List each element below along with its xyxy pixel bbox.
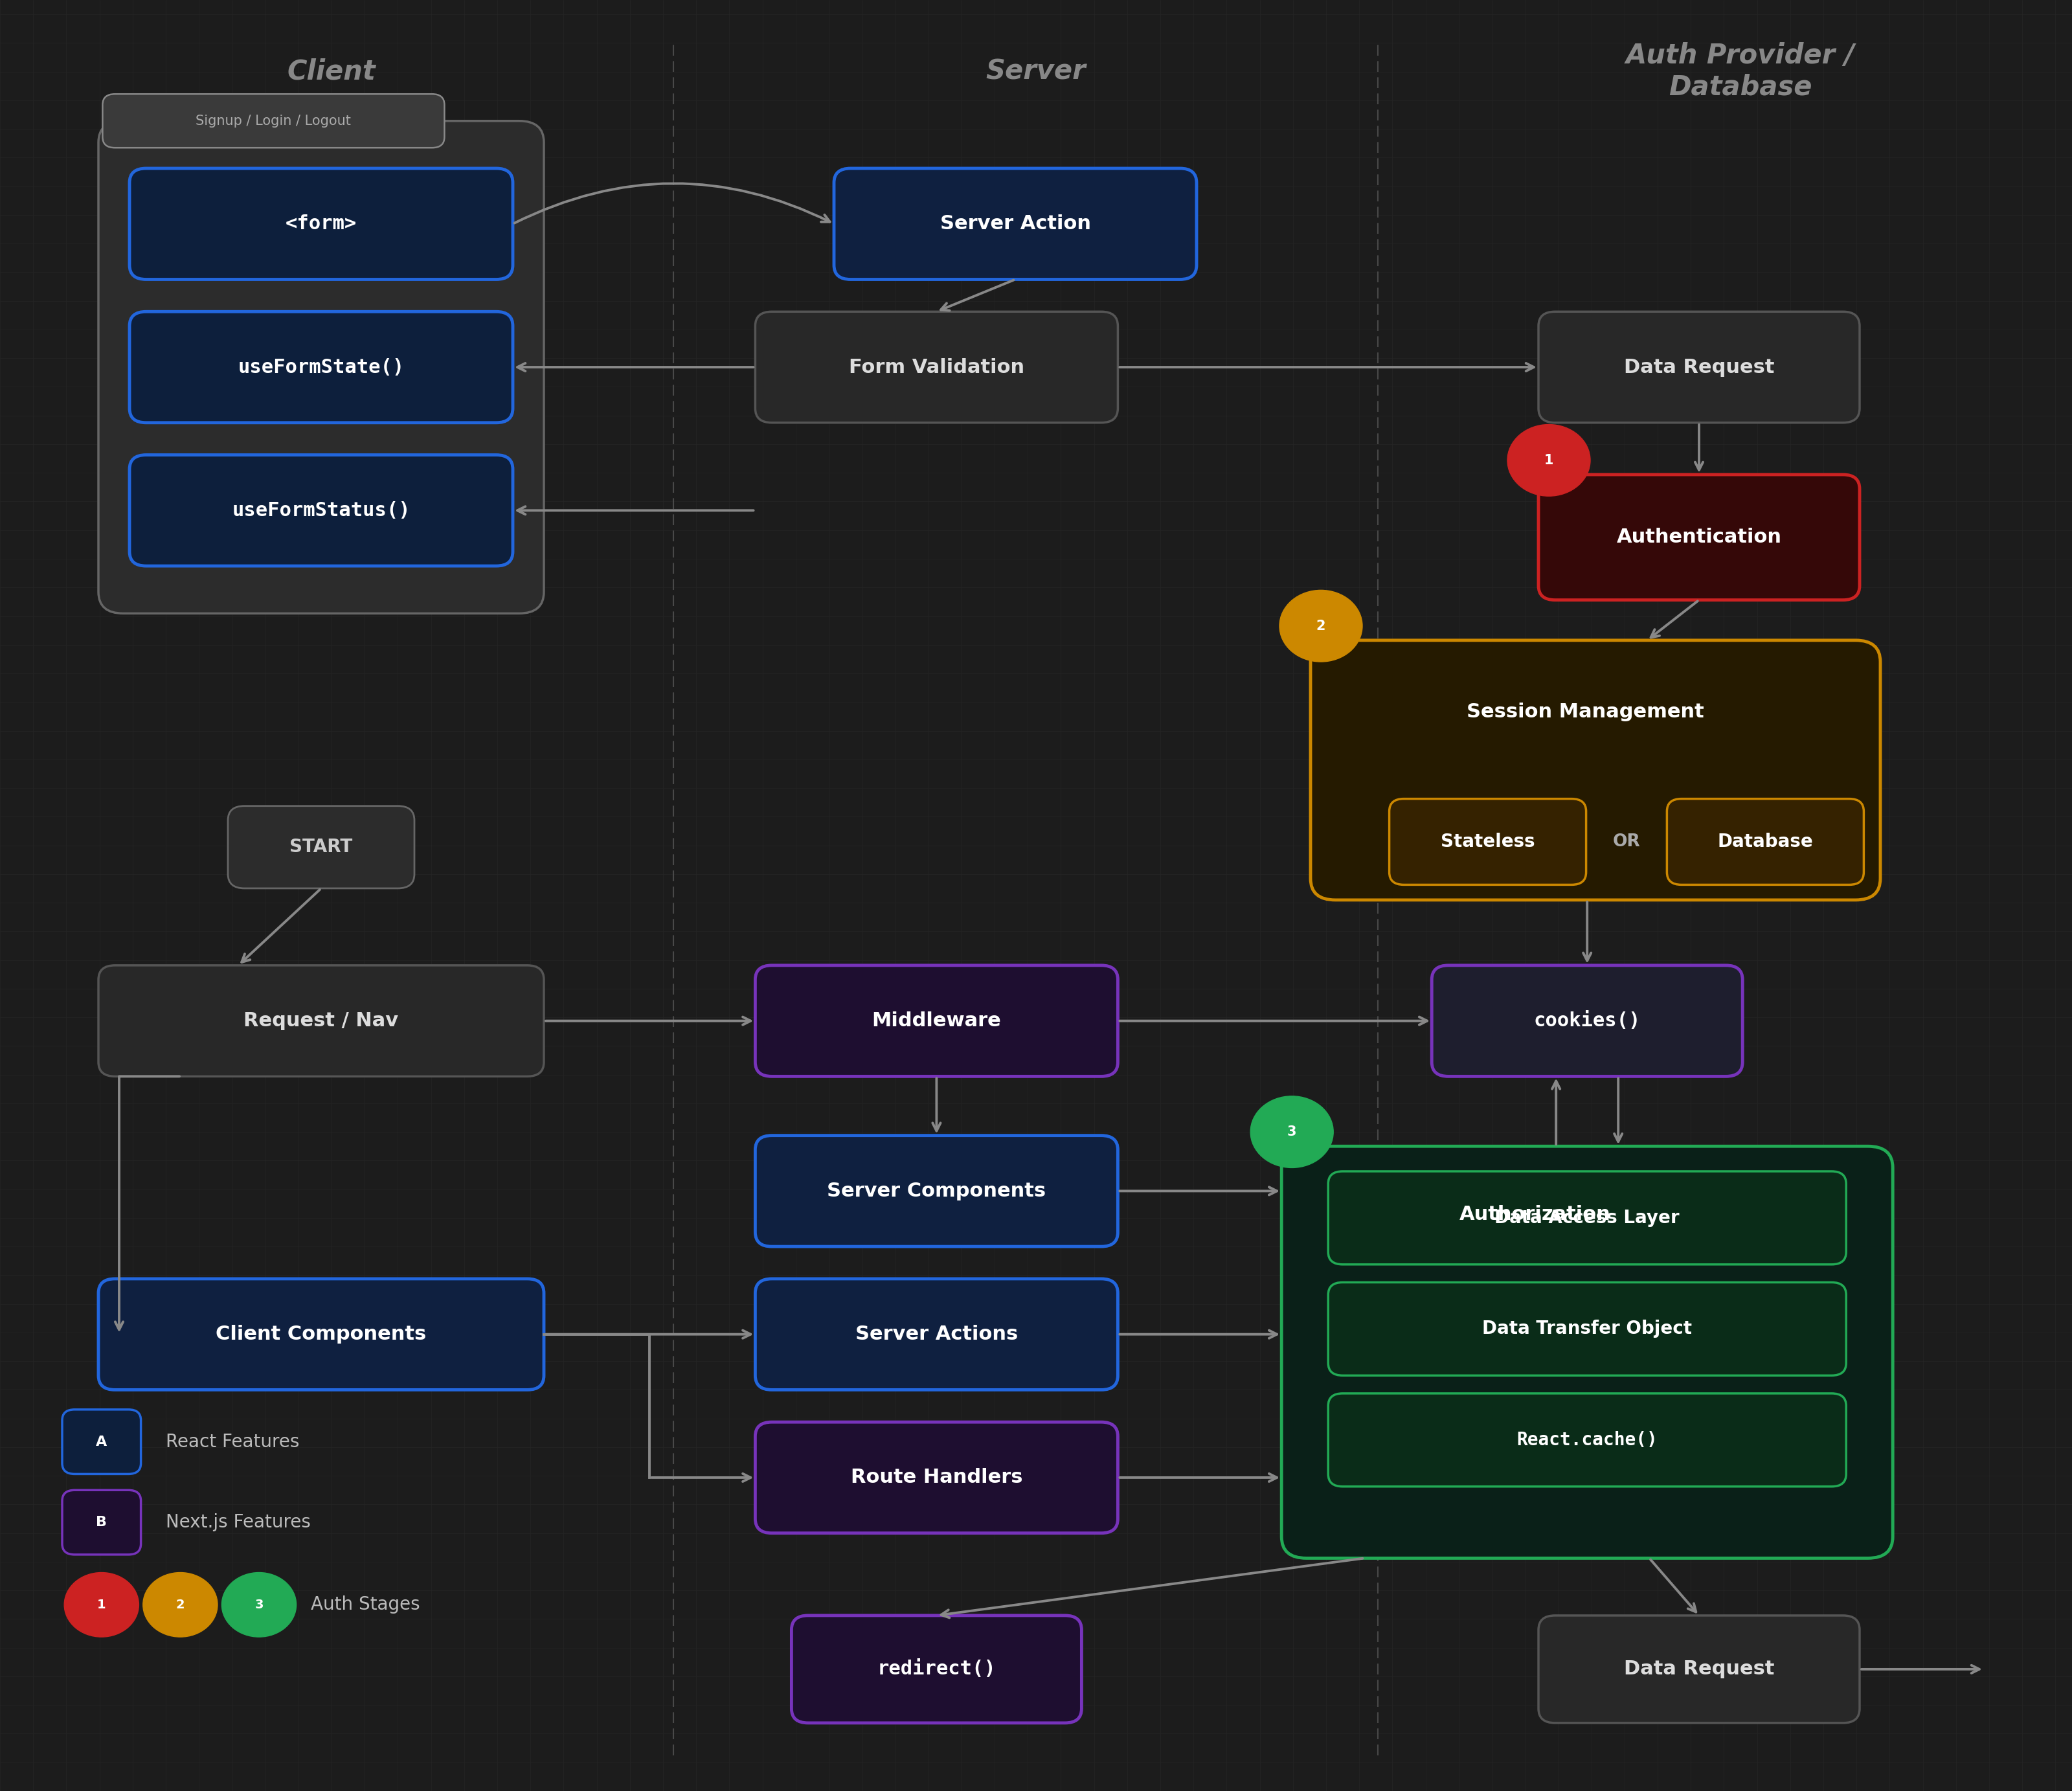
Text: 1: 1: [97, 1599, 106, 1610]
Text: 1: 1: [1544, 453, 1554, 467]
FancyBboxPatch shape: [1666, 799, 1865, 885]
FancyBboxPatch shape: [128, 455, 514, 566]
Text: useFormStatus(): useFormStatus(): [232, 501, 410, 519]
Text: Server Action: Server Action: [941, 215, 1090, 233]
Text: Server Components: Server Components: [827, 1182, 1046, 1200]
FancyBboxPatch shape: [1312, 641, 1881, 901]
FancyBboxPatch shape: [756, 1135, 1119, 1247]
FancyBboxPatch shape: [833, 168, 1196, 279]
Text: Auth Stages: Auth Stages: [311, 1596, 421, 1614]
Text: 3: 3: [1287, 1125, 1297, 1139]
Text: Auth Provider /
Database: Auth Provider / Database: [1627, 43, 1854, 100]
FancyBboxPatch shape: [1537, 475, 1861, 600]
FancyBboxPatch shape: [1328, 1282, 1846, 1375]
FancyBboxPatch shape: [62, 1410, 141, 1474]
Text: <form>: <form>: [286, 215, 356, 233]
FancyBboxPatch shape: [1280, 1146, 1894, 1558]
Text: Request / Nav: Request / Nav: [244, 1012, 398, 1030]
Text: Next.js Features: Next.js Features: [166, 1513, 311, 1531]
FancyBboxPatch shape: [228, 806, 414, 888]
FancyBboxPatch shape: [1328, 1393, 1846, 1487]
FancyBboxPatch shape: [62, 1490, 141, 1555]
Text: 3: 3: [255, 1599, 263, 1610]
FancyBboxPatch shape: [756, 1422, 1119, 1533]
Text: Data Request: Data Request: [1624, 1660, 1774, 1678]
Text: Server Actions: Server Actions: [856, 1325, 1017, 1343]
Text: Authorization: Authorization: [1459, 1205, 1612, 1223]
Text: Data Access Layer: Data Access Layer: [1494, 1209, 1680, 1227]
Text: useFormState(): useFormState(): [238, 358, 404, 376]
Text: React Features: React Features: [166, 1433, 298, 1451]
FancyBboxPatch shape: [1432, 965, 1743, 1076]
Text: Signup / Login / Logout: Signup / Login / Logout: [197, 115, 350, 127]
Circle shape: [222, 1572, 296, 1637]
FancyBboxPatch shape: [99, 1279, 543, 1390]
FancyBboxPatch shape: [99, 122, 543, 613]
Text: cookies(): cookies(): [1533, 1012, 1641, 1030]
Text: 2: 2: [1316, 620, 1326, 632]
Circle shape: [1508, 424, 1591, 496]
FancyBboxPatch shape: [756, 965, 1119, 1076]
Circle shape: [143, 1572, 218, 1637]
Text: Database: Database: [1718, 833, 1813, 851]
Text: Form Validation: Form Validation: [850, 358, 1024, 376]
Text: A: A: [95, 1435, 108, 1449]
Text: Middleware: Middleware: [872, 1012, 1001, 1030]
Text: B: B: [95, 1515, 108, 1530]
Circle shape: [1251, 1096, 1334, 1168]
FancyBboxPatch shape: [99, 965, 543, 1076]
Text: React.cache(): React.cache(): [1517, 1431, 1658, 1449]
FancyBboxPatch shape: [756, 1279, 1119, 1390]
FancyBboxPatch shape: [1328, 1171, 1846, 1264]
Text: Data Transfer Object: Data Transfer Object: [1481, 1320, 1693, 1338]
Circle shape: [64, 1572, 139, 1637]
FancyBboxPatch shape: [1537, 1615, 1861, 1723]
Text: redirect(): redirect(): [876, 1660, 997, 1678]
FancyBboxPatch shape: [104, 93, 445, 147]
FancyBboxPatch shape: [1537, 312, 1861, 423]
Text: START: START: [290, 838, 352, 856]
Text: Stateless: Stateless: [1440, 833, 1535, 851]
FancyBboxPatch shape: [128, 312, 514, 423]
Text: Route Handlers: Route Handlers: [852, 1469, 1021, 1487]
FancyBboxPatch shape: [1388, 799, 1587, 885]
FancyBboxPatch shape: [128, 168, 514, 279]
Text: Session Management: Session Management: [1467, 702, 1703, 722]
Text: Client Components: Client Components: [215, 1325, 427, 1343]
FancyBboxPatch shape: [792, 1615, 1082, 1723]
Text: Data Request: Data Request: [1624, 358, 1774, 376]
Text: 2: 2: [176, 1599, 184, 1610]
Text: Authentication: Authentication: [1616, 528, 1782, 546]
Text: Server: Server: [986, 57, 1086, 86]
Circle shape: [1280, 591, 1363, 663]
FancyBboxPatch shape: [756, 312, 1119, 423]
Text: Client: Client: [288, 57, 375, 86]
Text: OR: OR: [1612, 833, 1641, 851]
